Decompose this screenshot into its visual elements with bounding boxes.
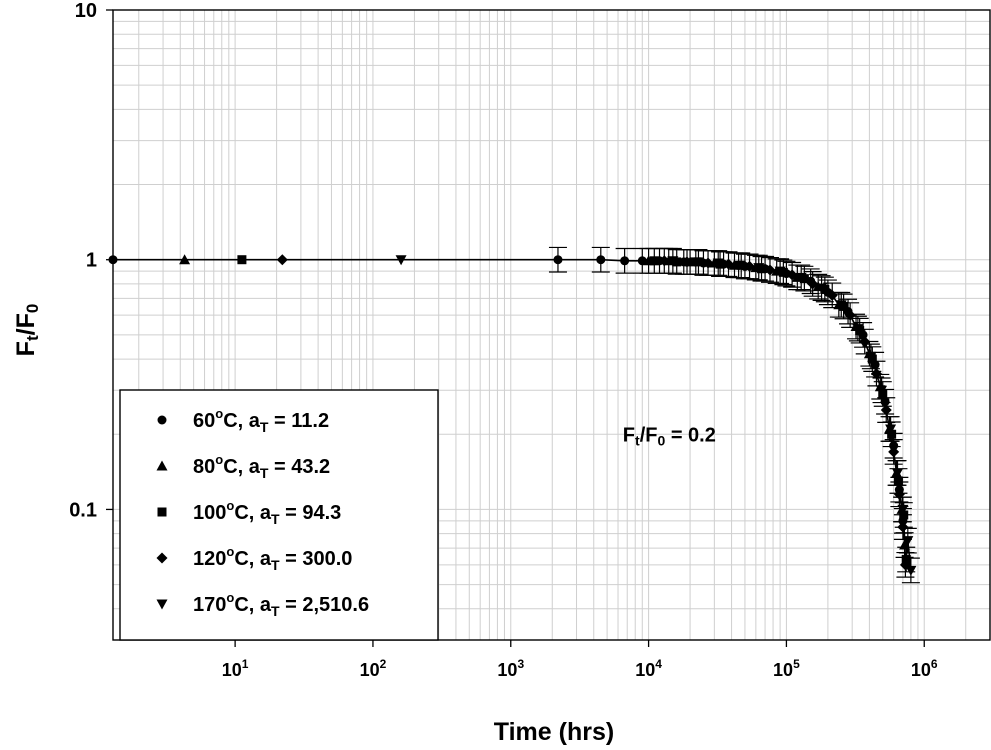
y-axis-title-sub-0: 0 — [23, 304, 42, 313]
data-point-series-4 — [897, 521, 909, 533]
data-point-series-1 — [553, 255, 563, 265]
data-point-series-4 — [880, 404, 892, 416]
annotation-f: F — [623, 424, 635, 446]
legend-marker-5 — [156, 599, 168, 610]
tick-labels: 101 102 103 104 105 106 0.1 1 10 — [69, 0, 938, 680]
annotation-slash-f: /F — [640, 424, 658, 446]
y-axis-title-f: F — [12, 341, 40, 356]
data-point-series-4 — [870, 368, 882, 380]
x-tick-label: 106 — [911, 657, 938, 680]
data-marks — [108, 246, 920, 584]
data-point-series-5 — [905, 565, 917, 576]
y-tick-label: 1 — [86, 250, 97, 272]
y-axis-title-sub-t: t — [23, 335, 42, 341]
data-point-series-5 — [876, 385, 888, 396]
y-tick-label: 0.1 — [69, 499, 97, 521]
legend-label-2: 80oC, aT = 43.2 — [193, 452, 330, 481]
legend-marker-3 — [157, 507, 167, 517]
data-point-series-4 — [844, 309, 856, 321]
data-point-series-2 — [179, 254, 191, 265]
data-point-series-5 — [753, 263, 765, 274]
data-point-series-1 — [596, 255, 606, 265]
data-point-series-3 — [820, 284, 830, 294]
x-tick-label: 105 — [773, 657, 800, 680]
data-point-series-5 — [795, 272, 807, 283]
data-point-series-3 — [901, 555, 911, 565]
data-point-series-5 — [395, 255, 407, 266]
data-point-series-5 — [667, 256, 679, 267]
data-point-series-1 — [620, 256, 630, 266]
legend-marker-1 — [157, 415, 167, 425]
y-axis-title: Ft/F0 — [12, 304, 42, 357]
data-point-series-4 — [807, 278, 819, 290]
data-point-series-5 — [892, 468, 904, 479]
data-point-series-4 — [764, 264, 776, 276]
data-point-series-4 — [702, 257, 714, 269]
data-point-series-4 — [658, 255, 670, 267]
annotation: Ft/F0 = 0.2 — [623, 424, 716, 448]
x-tick-label: 101 — [222, 657, 249, 680]
data-point-series-3 — [839, 301, 849, 311]
annotation-sub-0: 0 — [657, 432, 665, 448]
data-point-series-5 — [690, 257, 702, 268]
legend-items: 60oC, aT = 11.2 80oC, aT = 43.2 100oC, aT … — [156, 406, 369, 619]
plot-frame — [112, 9, 991, 641]
data-point-series-5 — [852, 324, 864, 335]
data-point-series-3 — [887, 429, 897, 439]
data-point-series-5 — [816, 283, 828, 294]
y-tick-label: 10 — [75, 0, 97, 22]
data-point-series-3 — [672, 257, 682, 267]
data-point-series-3 — [649, 256, 659, 266]
data-point-series-5 — [885, 424, 897, 435]
data-point-series-4 — [723, 258, 735, 270]
data-point-series-5 — [712, 258, 724, 269]
data-point-series-3 — [893, 476, 903, 486]
data-point-series-3 — [878, 389, 888, 399]
data-point-series-3 — [778, 267, 788, 277]
annotation-value: = 0.2 — [665, 424, 716, 446]
data-point-series-4 — [786, 269, 798, 281]
data-point-series-3 — [799, 274, 809, 284]
data-point-series-5 — [835, 300, 847, 311]
legend-label-5: 170oC, aT = 2,510.6 — [193, 590, 369, 619]
legend-marker-2 — [156, 460, 168, 471]
x-tick-label: 104 — [635, 657, 662, 680]
data-point-series-5 — [733, 260, 745, 271]
data-point-series-3 — [757, 264, 767, 274]
data-point-series-5 — [865, 351, 877, 362]
data-point-series-3 — [237, 255, 247, 265]
data-point-series-5 — [902, 536, 914, 547]
y-axis-title-slash-f: /F — [12, 313, 40, 335]
ticks — [106, 9, 925, 647]
legend-marker-4 — [156, 552, 168, 564]
annotation-sub-t: t — [635, 432, 640, 448]
data-point-series-4 — [681, 256, 693, 268]
data-point-series-4 — [888, 446, 900, 458]
legend-label-4: 120oC, aT = 300.0 — [193, 544, 352, 573]
x-tick-label: 102 — [360, 657, 387, 680]
data-point-series-5 — [897, 504, 909, 515]
legend-label-1: 60oC, aT = 11.2 — [193, 406, 329, 435]
legend-label-3: 100oC, aT = 94.3 — [193, 498, 341, 527]
data-point-series-4 — [744, 260, 756, 272]
x-tick-label: 103 — [497, 657, 524, 680]
legend: 60oC, aT = 11.2 80oC, aT = 43.2 100oC, aT … — [119, 389, 439, 641]
legend-box — [119, 389, 439, 641]
data-point-series-5 — [774, 266, 786, 277]
x-axis-title: Time (hrs) — [494, 718, 614, 746]
data-point-series-4 — [276, 254, 288, 266]
